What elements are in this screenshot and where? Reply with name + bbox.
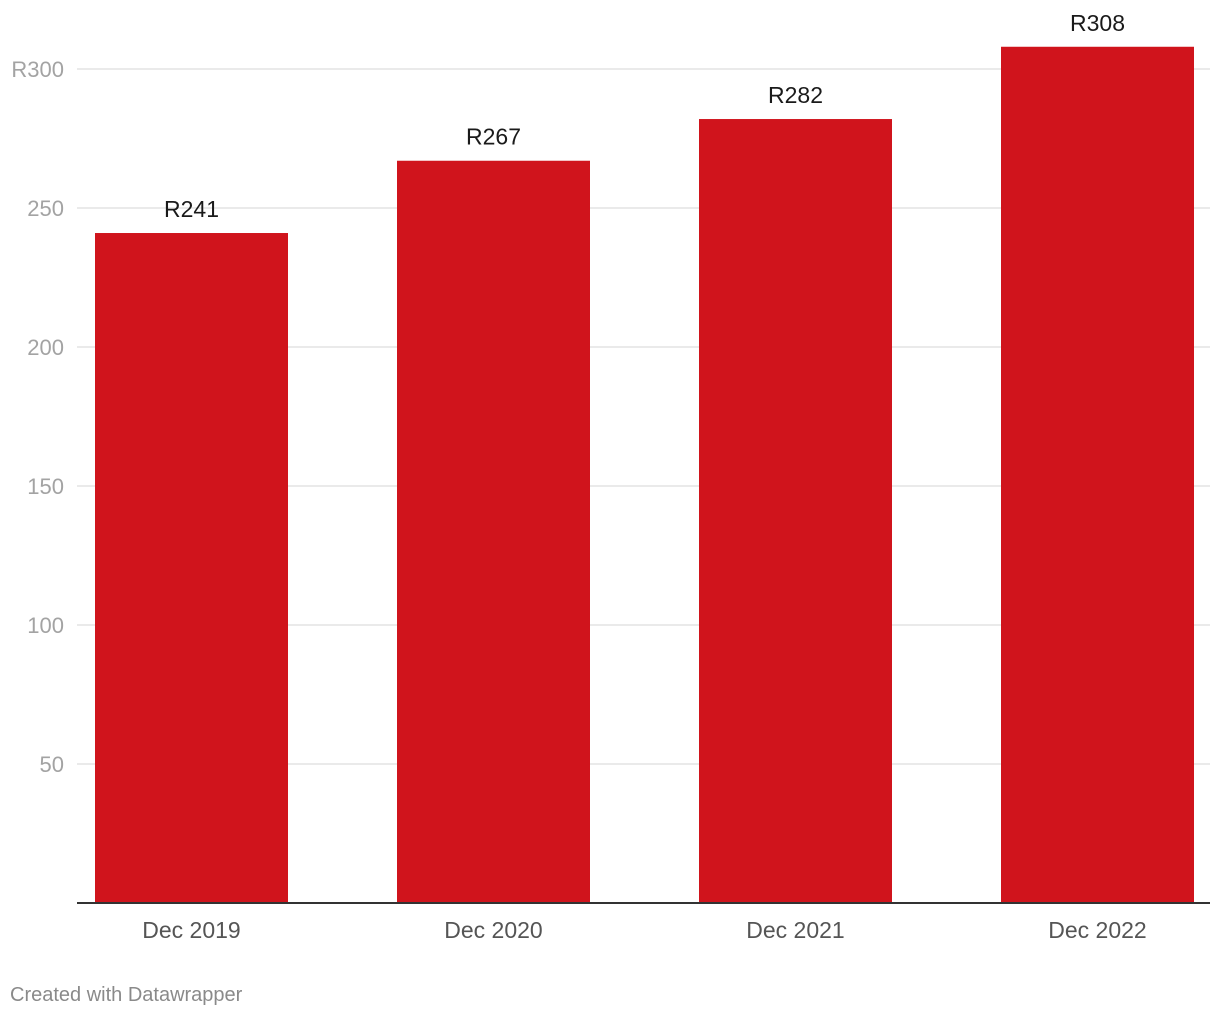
y-tick-label: 50 <box>40 752 64 777</box>
y-tick-label: 100 <box>27 613 64 638</box>
y-axis-ticks: 50 100 150 200 250 R300 <box>11 57 64 777</box>
y-tick-label: 200 <box>27 335 64 360</box>
credit-text: Created with Datawrapper <box>10 984 243 1006</box>
bar-value-label: R282 <box>768 82 823 108</box>
x-tick-label: Dec 2020 <box>444 917 542 943</box>
x-axis-labels: Dec 2019 Dec 2020 Dec 2021 Dec 2022 <box>142 917 1146 943</box>
bar <box>95 233 288 903</box>
x-tick-label: Dec 2019 <box>142 917 240 943</box>
bar-value-label: R308 <box>1070 10 1125 36</box>
bars <box>95 46 1194 904</box>
bar <box>1001 46 1194 903</box>
y-tick-label: 250 <box>27 196 64 221</box>
x-tick-label: Dec 2021 <box>746 917 844 943</box>
bar-value-label: R241 <box>164 196 219 222</box>
x-tick-label: Dec 2022 <box>1048 917 1146 943</box>
bar-value-label: R267 <box>466 124 521 150</box>
bar-chart: 50 100 150 200 250 R300 R241 R267 R282 R308 Dec … <box>11 10 1210 943</box>
y-tick-label: 150 <box>27 474 64 499</box>
bar-value-labels: R241 R267 R282 R308 <box>164 10 1125 222</box>
y-tick-label: R300 <box>11 57 64 82</box>
bar <box>699 119 892 904</box>
bar <box>397 160 590 904</box>
